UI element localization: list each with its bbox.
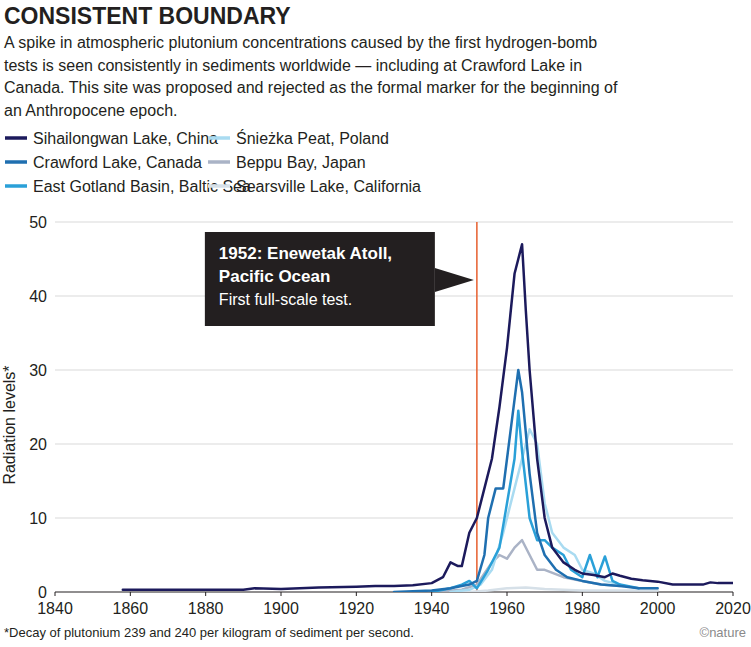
y-tick-label: 30: [29, 362, 47, 379]
x-tick: [205, 592, 206, 596]
footnote: *Decay of plutonium 239 and 240 per kilo…: [4, 625, 414, 640]
annotation-pointer: [435, 268, 474, 292]
annotation-text: First full-scale test.: [219, 291, 352, 308]
title: CONSISTENT BOUNDARY: [4, 3, 291, 29]
grid-line: [55, 518, 733, 519]
x-tick: [733, 592, 734, 596]
x-tick-label: 1880: [188, 600, 224, 617]
x-tick: [130, 592, 131, 596]
annotation-title: Pacific Ocean: [219, 267, 331, 286]
plot-area: [123, 222, 733, 592]
legend-label: Sihailongwan Lake, China: [33, 130, 218, 147]
x-tick-label: 1940: [414, 600, 450, 617]
legend-label: Śnieżka Peat, Poland: [236, 129, 389, 147]
chart: CONSISTENT BOUNDARY A spike in atmospheri…: [0, 0, 751, 647]
legend-swatch: [5, 136, 27, 140]
legend-swatch: [208, 136, 230, 140]
x-tick-label: 1960: [489, 600, 525, 617]
y-tick-label: 20: [29, 436, 47, 453]
grid-line: [55, 444, 733, 445]
legend-swatch: [5, 160, 27, 164]
x-tick: [281, 592, 282, 596]
x-tick: [431, 592, 432, 596]
legend-swatch: [5, 184, 27, 188]
legend-swatch: [208, 184, 230, 188]
subtitle: tests is seen consistently in sediments …: [4, 57, 582, 74]
x-tick: [55, 592, 56, 596]
legend-label: Beppu Bay, Japan: [236, 154, 366, 171]
subtitle: A spike in atmospheric plutonium concent…: [4, 34, 597, 51]
x-tick-label: 1900: [263, 600, 299, 617]
y-tick-label: 10: [29, 510, 47, 527]
legend-label: East Gotland Basin, Baltic Sea: [33, 178, 251, 195]
series-line: [394, 370, 658, 592]
y-tick-label: 50: [29, 214, 47, 231]
x-tick: [657, 592, 658, 596]
x-tick: [507, 592, 508, 596]
x-tick-label: 1840: [37, 600, 73, 617]
legend-label: Searsville Lake, California: [236, 178, 421, 195]
x-tick-label: 2020: [715, 600, 751, 617]
x-tick-label: 1980: [565, 600, 601, 617]
annotation-title: 1952: Enewetak Atoll,: [219, 244, 392, 263]
annotation-line: [476, 222, 478, 592]
y-tick-label: 40: [29, 288, 47, 305]
y-axis-label: Radiation levels*: [1, 365, 18, 484]
legend-swatch: [208, 160, 230, 164]
x-tick: [582, 592, 583, 596]
x-tick-label: 1860: [113, 600, 149, 617]
x-tick: [356, 592, 357, 596]
x-tick-label: 2000: [640, 600, 676, 617]
credit: ©nature: [700, 625, 746, 640]
y-tick-label: 0: [38, 584, 47, 601]
x-tick-label: 1920: [339, 600, 375, 617]
grid-line: [55, 370, 733, 371]
subtitle: Canada. This site was proposed and rejec…: [4, 79, 618, 96]
grid-line: [55, 222, 733, 223]
legend-label: Crawford Lake, Canada: [33, 154, 202, 171]
subtitle: an Anthropocene epoch.: [4, 102, 177, 119]
annotation-box: [205, 232, 435, 326]
